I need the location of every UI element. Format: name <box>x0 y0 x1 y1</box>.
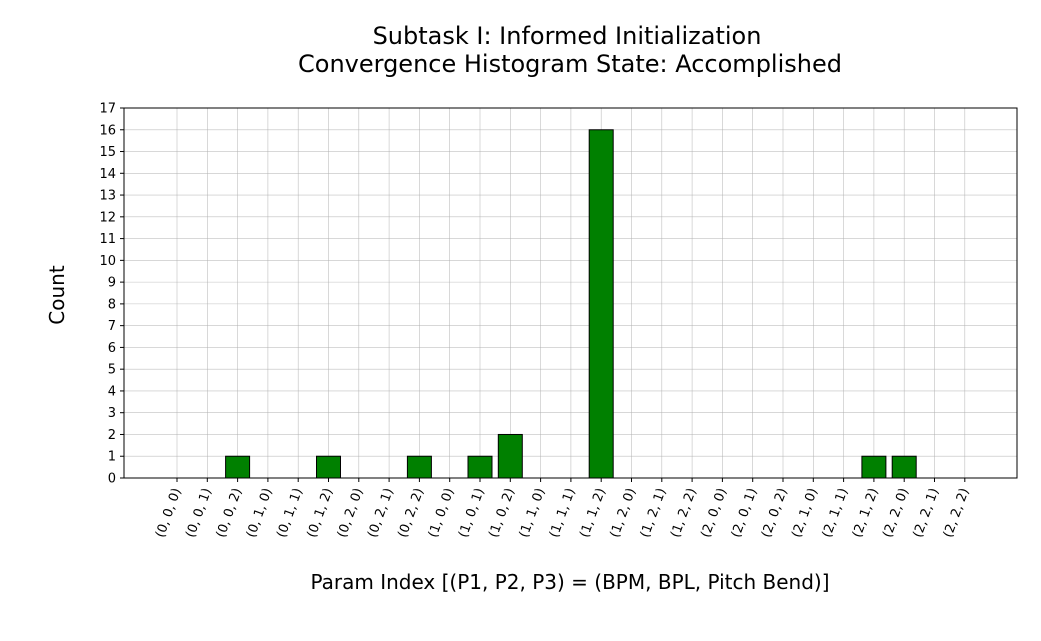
y-tick-label: 16 <box>99 123 116 138</box>
x-tick-label: (1, 2, 2) <box>668 486 700 540</box>
x-tick-label: (1, 0, 0) <box>426 486 458 540</box>
x-tick-label: (0, 0, 2) <box>214 486 246 540</box>
y-tick-label: 15 <box>99 145 116 160</box>
bar <box>407 456 431 478</box>
x-tick-label: (2, 1, 0) <box>789 486 821 540</box>
x-tick-label: (1, 1, 2) <box>577 486 609 540</box>
y-tick-label: 11 <box>99 232 116 247</box>
x-tick-label: (0, 1, 1) <box>274 486 306 540</box>
bar <box>892 456 916 478</box>
x-tick-label: (2, 0, 0) <box>698 486 730 540</box>
y-tick-label: 9 <box>108 276 116 291</box>
x-axis-label: Param Index [(P1, P2, P3) = (BPM, BPL, P… <box>310 570 829 594</box>
y-tick-label: 7 <box>108 319 116 334</box>
y-tick-label: 12 <box>99 210 116 225</box>
x-tick-label: (0, 2, 0) <box>335 486 367 540</box>
y-tick-label: 13 <box>99 189 116 204</box>
y-tick-label: 3 <box>108 406 116 421</box>
y-tick-label: 4 <box>108 384 116 399</box>
x-tick-label: (2, 0, 2) <box>759 486 791 540</box>
grid <box>124 108 1017 478</box>
x-tick-label: (2, 0, 1) <box>729 486 761 540</box>
y-tick-label: 0 <box>108 472 116 487</box>
bar <box>226 456 250 478</box>
x-tick-label: (0, 1, 0) <box>244 486 276 540</box>
x-tick-label: (1, 0, 1) <box>456 486 488 540</box>
bar <box>468 456 492 478</box>
y-tick-label: 17 <box>99 102 116 117</box>
bar <box>589 130 613 478</box>
x-tick-label: (1, 1, 0) <box>517 486 549 540</box>
x-tick-label: (0, 0, 0) <box>153 486 185 540</box>
y-tick-label: 8 <box>108 297 116 312</box>
x-tick-label: (0, 1, 2) <box>305 486 337 540</box>
x-tick-label: (0, 2, 2) <box>395 486 427 540</box>
x-tick-label: (2, 1, 1) <box>820 486 852 540</box>
x-tick-label: (2, 2, 1) <box>911 486 943 540</box>
bar <box>862 456 886 478</box>
x-tick-label: (2, 2, 0) <box>880 486 912 540</box>
bar <box>498 434 522 478</box>
y-tick-label: 6 <box>108 341 116 356</box>
y-tick-label: 2 <box>108 428 116 443</box>
y-tick-label: 5 <box>108 363 116 378</box>
plot-area-frame <box>124 108 1017 478</box>
x-tick-label: (2, 2, 2) <box>941 486 973 540</box>
x-tick-label: (0, 0, 1) <box>183 486 215 540</box>
x-tick-label: (2, 1, 2) <box>850 486 882 540</box>
y-axis-label: Count <box>45 265 69 325</box>
bar <box>317 456 341 478</box>
x-tick-label: (0, 2, 1) <box>365 486 397 540</box>
x-tick-label: (1, 0, 2) <box>486 486 518 540</box>
y-tick-label: 10 <box>99 254 116 269</box>
chart-title-line2: Convergence Histogram State: Accomplishe… <box>298 50 842 78</box>
x-axis-ticks: (0, 0, 0)(0, 0, 1)(0, 0, 2)(0, 1, 0)(0, … <box>153 478 973 540</box>
chart-title-line1: Subtask I: Informed Initialization <box>373 22 762 50</box>
y-tick-label: 14 <box>99 167 116 182</box>
x-tick-label: (1, 2, 1) <box>638 486 670 540</box>
x-tick-label: (1, 1, 1) <box>547 486 579 540</box>
x-tick-label: (1, 2, 0) <box>608 486 640 540</box>
y-tick-label: 1 <box>108 450 116 465</box>
